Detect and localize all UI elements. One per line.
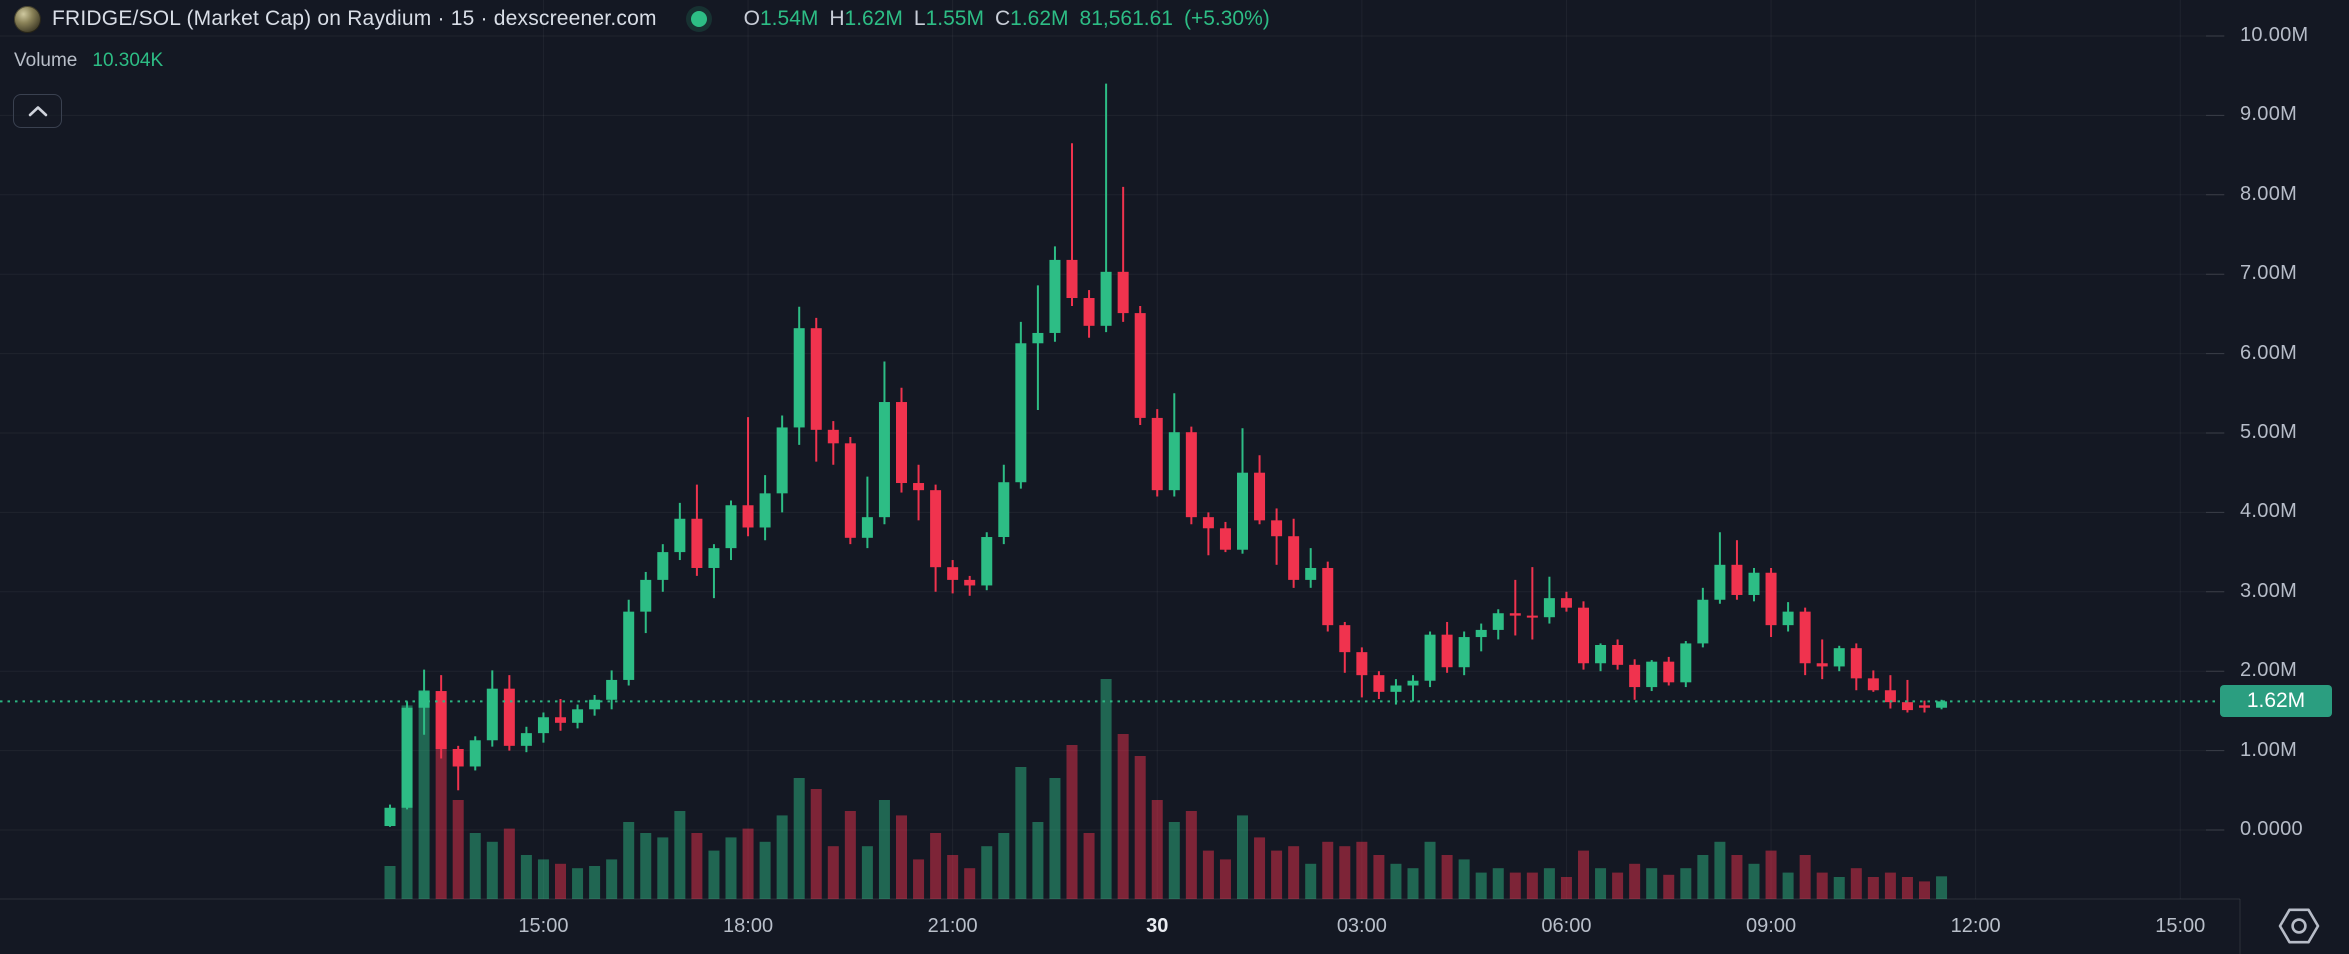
legend-high: H 1.62M <box>829 7 903 30</box>
legend-low: L 1.55M <box>913 7 984 30</box>
time-axis-label: 18:00 <box>723 915 774 937</box>
live-dot-icon <box>690 11 707 27</box>
time-axis-label: 06:00 <box>1541 915 1592 937</box>
axis-settings-gear-icon[interactable] <box>2277 904 2321 948</box>
price-axis-label: 4.00M <box>2240 500 2298 523</box>
price-axis-label: 0.0000 <box>2240 818 2303 840</box>
price-axis-label: 3.00M <box>2240 579 2298 602</box>
volume-value: 10.304K <box>92 50 164 71</box>
price-axis-label: 1.00M <box>2240 738 2298 761</box>
ohlc-legend: O 1.54M H 1.62M L 1.55M C 1.62M 81,561.61 (+… <box>744 7 1281 31</box>
legend-change-pct: (+5.30%) <box>1183 7 1270 30</box>
time-axis-label: 09:00 <box>1746 915 1797 937</box>
price-axis-label: 9.00M <box>2240 103 2298 126</box>
time-axis-label: 15:00 <box>518 915 569 937</box>
price-axis-label: 5.00M <box>2240 421 2298 443</box>
volume-label: Volume <box>14 50 78 71</box>
price-axis-label: 7.00M <box>2240 262 2298 285</box>
price-axis-label: 8.00M <box>2240 182 2298 205</box>
time-axis-label: 12:00 <box>1950 915 2001 937</box>
time-axis-label: 30 <box>1146 915 1169 937</box>
chart-header: FRIDGE/SOL (Market Cap) on Raydium · 15 … <box>14 5 1281 33</box>
legend-close: C 1.62M <box>994 7 1069 30</box>
volume-legend: Volume 10.304K <box>14 50 163 72</box>
chart-title: FRIDGE/SOL (Market Cap) on Raydium · 15 … <box>52 7 657 30</box>
time-axis-label: 15:00 <box>2155 915 2206 937</box>
collapse-legend-button[interactable] <box>13 94 62 128</box>
time-axis[interactable]: 15:00 18:00 21:00 30 03:00 06:00 09:00 12:00 15:… <box>0 899 2349 954</box>
price-axis-label: 6.00M <box>2240 341 2298 364</box>
price-axis-label: 2.00M <box>2240 659 2298 682</box>
chevron-up-icon <box>28 106 47 117</box>
token-icon <box>14 5 41 33</box>
time-axis-label: 21:00 <box>927 915 978 937</box>
current-price-label: 1.62M <box>2220 685 2332 718</box>
legend-open: O 1.54M <box>743 7 819 30</box>
price-axis-label: 10.00M <box>2240 24 2309 46</box>
legend-change-abs: 81,561.61 <box>1079 7 1173 30</box>
price-axis[interactable]: 1.62M 10.00M 9.00M 8.00M 7.00M 6.00M 5.00M 4.0… <box>2220 0 2349 899</box>
time-axis-label: 03:00 <box>1336 915 1387 937</box>
